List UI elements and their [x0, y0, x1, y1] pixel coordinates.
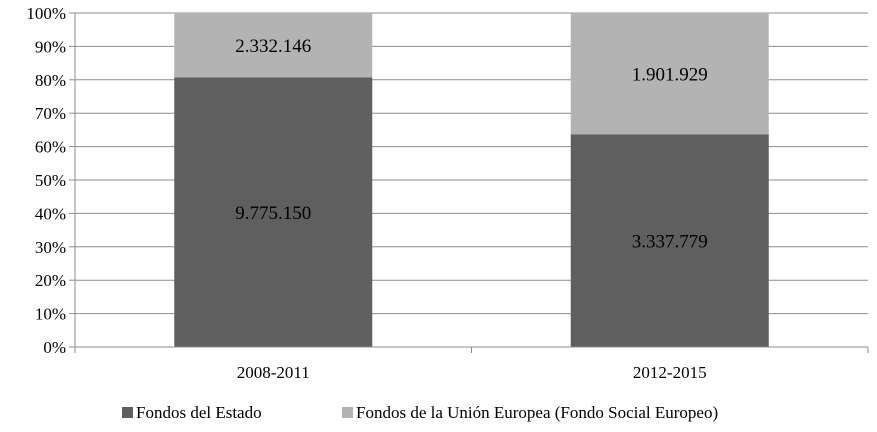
y-tick-label: 90% [35, 37, 66, 56]
bar-segment [174, 77, 373, 347]
legend-label: Fondos de la Unión Europea (Fondo Social… [356, 403, 718, 422]
legend-label: Fondos del Estado [136, 403, 262, 422]
legend: Fondos del Estado Fondos de la Unión Euro… [122, 403, 718, 422]
y-tick-label: 50% [35, 171, 66, 190]
legend-swatch [122, 407, 133, 418]
bars [174, 13, 769, 347]
bar-segment [174, 13, 373, 78]
y-tick-label: 70% [35, 104, 66, 123]
y-tick-label: 40% [35, 204, 66, 223]
y-tick-label: 80% [35, 71, 66, 90]
y-tick-label: 10% [35, 305, 66, 324]
legend-swatch [342, 407, 353, 418]
bar-segment [570, 13, 769, 135]
data-labels: 9.775.150 2.332.146 3.337.779 1.901.929 [235, 36, 708, 252]
y-tick-label: 60% [35, 138, 66, 157]
x-category-label: 2008-2011 [237, 363, 310, 382]
y-tick-label: 20% [35, 271, 66, 290]
data-label: 3.337.779 [632, 232, 708, 253]
data-label: 9.775.150 [235, 203, 311, 224]
data-label: 2.332.146 [235, 36, 311, 57]
y-tick-label: 100% [26, 4, 66, 23]
data-label: 1.901.929 [632, 65, 708, 86]
x-category-label: 2012-2015 [633, 363, 707, 382]
y-tick-label: 30% [35, 238, 66, 257]
y-tick-label: 0% [43, 338, 66, 357]
axes: 0% 10% 20% 30% 40% 50% 60% 70% 80% 90% 100% 2008-20… [26, 4, 869, 382]
bar-segment [570, 134, 769, 347]
